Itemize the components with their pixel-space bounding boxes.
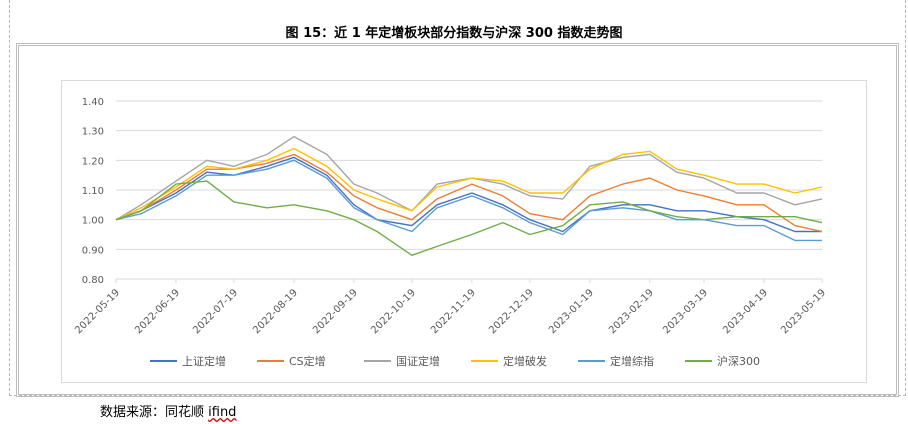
x-tick-label: 2022-07-19 [191,287,240,336]
chart-frame [16,43,899,397]
series-line [115,147,823,221]
x-tick-label: 2023-02-19 [607,287,656,336]
x-tick-label: 2022-06-19 [133,287,182,336]
source-label: 数据来源：同花顺 [100,405,209,420]
data-source: 数据来源：同花顺 ifind [100,401,236,420]
legend-label: 定增破发 [503,354,547,368]
y-tick-label: 1.00 [82,216,104,227]
x-tick-label: 2023-04-19 [721,287,770,336]
y-tick-label: 1.40 [82,97,104,108]
x-tick-label: 2022-12-19 [487,287,536,336]
y-tick-label: 1.20 [82,156,104,167]
x-tick-label: 2023-05-19 [779,287,828,336]
y-tick-label: 1.10 [82,186,104,197]
x-tick-label: 2023-03-19 [661,287,710,336]
legend-label: 沪深300 [717,354,760,368]
x-tick-label: 2023-01-19 [547,287,596,336]
x-tick-label: 2022-11-19 [429,287,478,336]
y-tick-label: 1.30 [82,127,104,138]
y-tick-label: 0.80 [82,275,104,286]
series-line [115,159,822,242]
legend-label: CS定增 [289,354,326,368]
x-tick-label: 2022-08-19 [251,287,300,336]
legend-label: 国证定增 [396,354,440,368]
x-tick-label: 2022-10-19 [369,287,418,336]
series-line [115,180,823,257]
chart-title: 图 15：近 1 年定增板块部分指数与沪深 300 指数走势图 [285,26,623,41]
x-tick-label: 2022-05-19 [73,287,122,336]
y-tick-label: 0.90 [82,245,104,256]
source-name: ifind [208,405,237,420]
x-tick-label: 2022-09-19 [311,287,360,336]
legend-label: 上证定增 [182,354,226,368]
legend-label: 定增综指 [610,354,654,368]
